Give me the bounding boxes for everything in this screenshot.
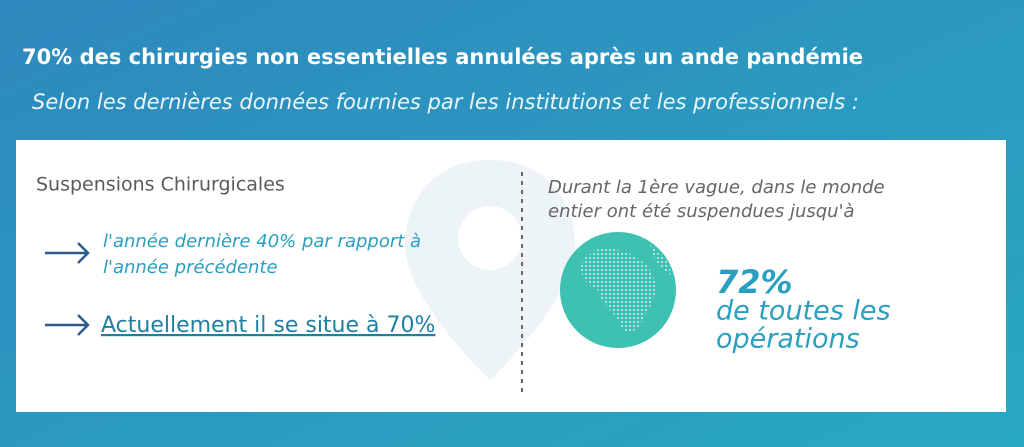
stat: 72% <box>716 263 793 301</box>
pin-watermark <box>405 160 575 380</box>
item-line: l'année précédente <box>103 257 278 278</box>
intro-line: Durant la 1ère vague, dans le monde <box>548 177 885 198</box>
left-heading: Suspensions Chirurgicales <box>36 174 285 196</box>
subtitle: Selon les dernières données fournies par… <box>32 90 859 114</box>
item-line: l'année dernière 40% par rapport à <box>103 231 421 252</box>
intro-line: entier ont été suspendues jusqu'à <box>548 201 855 222</box>
globe <box>560 232 676 348</box>
stat-line: de toutes les <box>716 296 891 327</box>
arrow <box>45 314 90 336</box>
item-highlight: Actuellement il se situe à 70% <box>101 313 435 338</box>
title: 70% des chirurgies non essentielles annu… <box>22 45 863 69</box>
stat-line: opérations <box>716 324 860 355</box>
panel <box>16 140 1006 412</box>
arrow <box>45 242 90 264</box>
